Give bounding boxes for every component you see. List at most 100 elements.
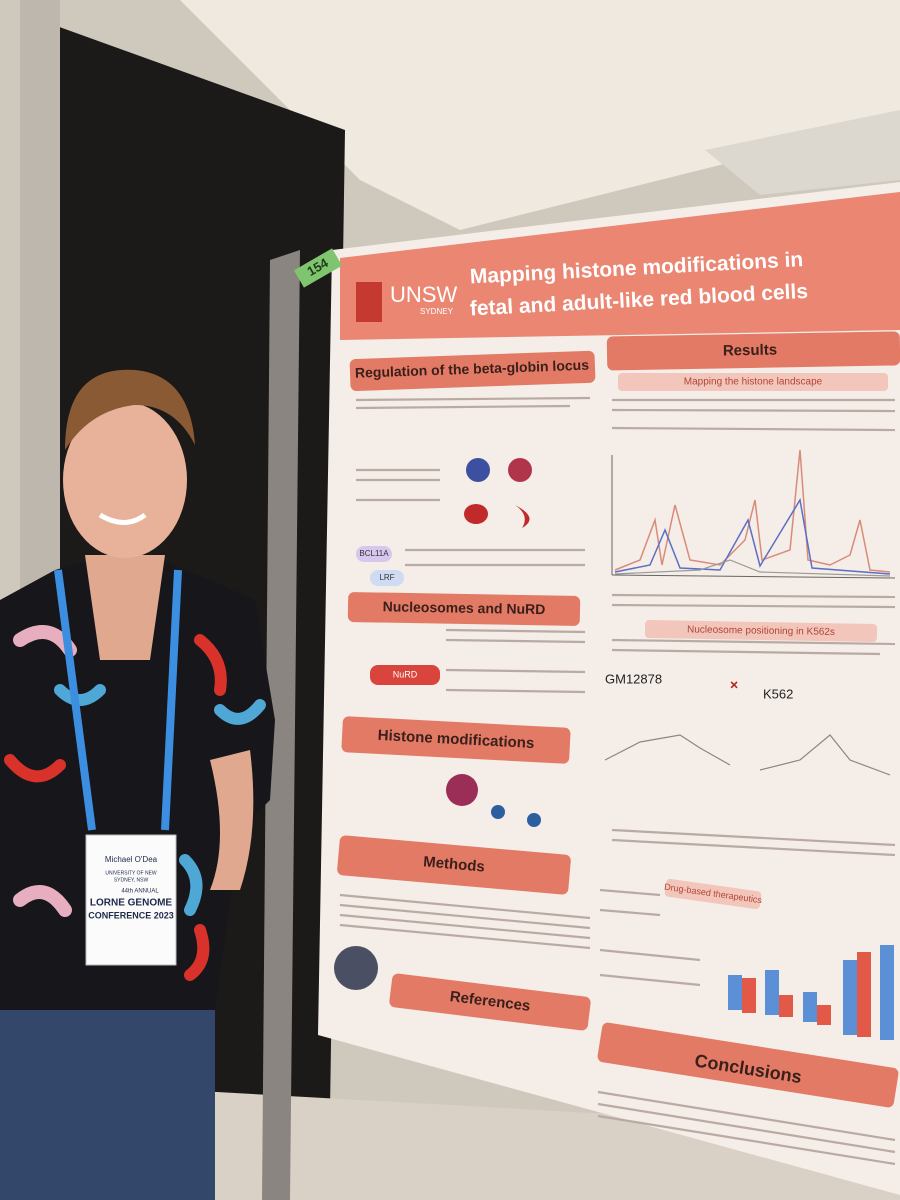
nucleosome-icon	[466, 458, 490, 482]
text-line	[445, 688, 586, 694]
text-line	[445, 628, 586, 634]
text-line	[339, 913, 591, 940]
text-line	[339, 923, 591, 950]
section-header	[349, 350, 596, 391]
protein-label: BCL11A	[359, 549, 389, 558]
figure-bar	[779, 995, 793, 1017]
text-block	[355, 396, 591, 567]
text-line	[611, 426, 896, 432]
text-line	[597, 1114, 896, 1166]
text-line	[599, 948, 701, 962]
figure-axis	[611, 574, 896, 579]
text-line	[611, 408, 896, 413]
unsw-crest	[356, 282, 382, 322]
nucleosome-icon	[527, 813, 541, 827]
section-header	[606, 331, 900, 371]
section-title: Nucleosomes and NuRD	[383, 598, 546, 617]
figure-bar	[803, 992, 817, 1022]
text-block	[445, 628, 586, 694]
section-title: Methods	[423, 853, 486, 875]
lanyard	[54, 569, 96, 831]
signal-trace	[614, 497, 891, 575]
protein-label: LRF	[379, 573, 394, 582]
subsection-title: Nucleosome positioning in K562s	[687, 624, 835, 638]
subsection-header	[618, 373, 888, 391]
pill	[370, 570, 404, 586]
badge-event: CONFERENCE 2023	[88, 910, 174, 920]
bar-figure	[728, 945, 894, 1040]
text-line	[611, 648, 881, 656]
text-line	[597, 1090, 896, 1142]
text-block	[599, 828, 896, 987]
cross-mark: ×	[730, 677, 738, 693]
nurd-knife	[370, 665, 440, 685]
badge-affiliation: UNIVERSITY OF NEW	[105, 870, 157, 876]
nucleosome-icon	[491, 805, 505, 819]
figure-bar	[843, 960, 857, 1035]
text-line	[599, 973, 701, 987]
hair	[65, 369, 195, 450]
arm	[210, 750, 254, 890]
sickle-icon	[515, 505, 530, 528]
signal-trace	[614, 449, 891, 573]
text-line	[339, 903, 591, 930]
text-line	[445, 668, 586, 674]
figure-bar	[817, 1005, 831, 1025]
tag-bg	[293, 248, 343, 288]
shirt-pattern	[179, 854, 203, 916]
text-line	[611, 593, 896, 599]
poster	[318, 182, 900, 1195]
face	[63, 402, 187, 558]
cell-line-label: K562	[763, 686, 793, 701]
badge-affiliation: SYDNEY, NSW	[114, 877, 149, 883]
enzyme-icon	[446, 774, 478, 806]
shirt-pattern	[54, 684, 106, 706]
shirt-pattern	[194, 634, 227, 696]
poster-stand	[262, 250, 300, 1200]
text-line	[445, 638, 586, 644]
figure-bar	[742, 978, 756, 1013]
profile-trace	[759, 734, 891, 776]
figure-bar	[880, 945, 894, 1040]
lanyard	[161, 569, 182, 831]
smile	[98, 512, 147, 525]
shirt-pattern	[184, 924, 210, 981]
shirt-pattern	[214, 699, 266, 725]
text-line	[355, 396, 591, 402]
signal-trace	[614, 559, 891, 577]
floor	[0, 1080, 900, 1200]
author-photo	[334, 946, 378, 990]
subsection-header	[664, 878, 762, 910]
text-line	[611, 828, 896, 847]
text-line	[597, 1102, 896, 1154]
institution: UNSW	[390, 282, 457, 307]
ceiling	[180, 0, 900, 230]
person: Michael O'Dea UNIVERSITY OF NEW SYDNEY, …	[0, 369, 275, 1200]
complex-label: NuRD	[393, 669, 418, 679]
text-line	[599, 908, 661, 917]
badge-name: Michael O'Dea	[105, 855, 158, 864]
badge-event: 44th ANNUAL	[121, 889, 159, 895]
figure-bar	[728, 975, 742, 1010]
profile-trace	[604, 734, 731, 766]
cell-line-label: GM12878	[605, 671, 662, 686]
text-line	[355, 404, 571, 410]
poster-header	[340, 192, 900, 340]
section-header	[347, 592, 581, 626]
badge-event: LORNE GENOME	[90, 898, 173, 909]
section-header	[341, 716, 571, 764]
figure-bar	[857, 952, 871, 1037]
section-header	[597, 1022, 899, 1108]
text-line	[611, 603, 896, 609]
figure-bar	[765, 970, 779, 1015]
signal-figure	[611, 449, 896, 579]
subsection-header	[644, 620, 878, 642]
text-line	[599, 888, 661, 897]
nucleosome-icon	[508, 458, 532, 482]
section-title: Results	[723, 341, 777, 359]
air-vent	[705, 110, 900, 195]
rbc-icon	[464, 504, 488, 524]
text-line	[339, 893, 591, 920]
